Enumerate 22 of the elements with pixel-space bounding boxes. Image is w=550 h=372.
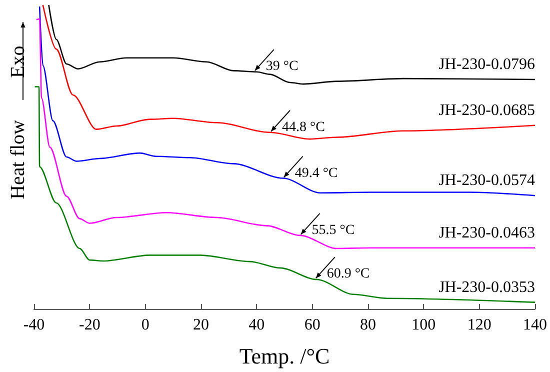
annotation: 55.5 °C xyxy=(312,222,355,238)
x-tick-label: 0 xyxy=(141,316,150,334)
x-tick-label: 60 xyxy=(304,316,320,334)
x-tick-label: -40 xyxy=(23,316,45,334)
x-tick-label: 100 xyxy=(412,316,436,334)
series-label: JH-230-0.0353 xyxy=(438,278,535,296)
series-label: JH-230-0.0463 xyxy=(438,224,535,242)
annotation: 44.8 °C xyxy=(282,120,325,135)
series-label: JH-230-0.0574 xyxy=(438,172,535,190)
x-tick-label: 40 xyxy=(248,316,265,334)
x-tick-label: 20 xyxy=(193,316,209,334)
x-tick-label: 120 xyxy=(467,316,492,334)
x-axis-title: Temp. /°C xyxy=(239,344,330,368)
annotation: 60.9 °C xyxy=(326,266,370,282)
annotation: 39 °C xyxy=(266,59,298,74)
annotation: 49.4 °C xyxy=(294,166,338,181)
x-tick-label: -20 xyxy=(79,316,100,334)
series-label: JH-230-0.0796 xyxy=(438,56,535,73)
y-axis-title: Heat flow xyxy=(7,119,29,200)
x-tick-label: 140 xyxy=(523,316,547,334)
x-tick-label: 80 xyxy=(360,316,376,334)
series-label: JH-230-0.0685 xyxy=(438,102,535,119)
